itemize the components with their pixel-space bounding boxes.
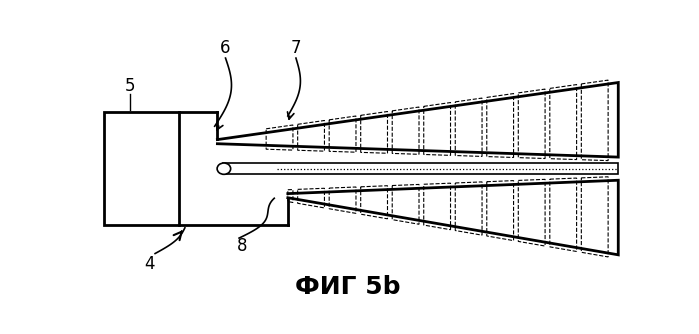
Text: 5: 5 <box>125 77 136 96</box>
Text: 8: 8 <box>236 237 247 255</box>
Ellipse shape <box>217 163 231 174</box>
Text: 6: 6 <box>220 39 231 57</box>
Text: ФИГ 5b: ФИГ 5b <box>295 275 400 299</box>
Bar <box>103 112 180 225</box>
Polygon shape <box>217 82 618 157</box>
Polygon shape <box>288 180 618 255</box>
Text: 4: 4 <box>145 255 155 273</box>
Bar <box>223 163 618 174</box>
Text: 7: 7 <box>291 39 301 57</box>
